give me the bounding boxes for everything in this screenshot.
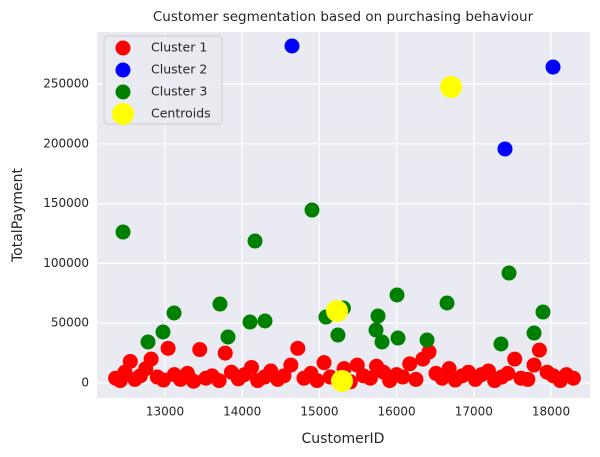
y-tick-label: 150000 bbox=[43, 196, 89, 210]
point bbox=[155, 324, 171, 340]
points bbox=[108, 38, 581, 392]
point bbox=[408, 371, 424, 387]
point bbox=[243, 359, 259, 375]
point bbox=[330, 327, 346, 343]
point bbox=[531, 342, 547, 358]
y-tick-label: 100000 bbox=[43, 256, 89, 270]
point bbox=[440, 76, 463, 99]
point bbox=[402, 356, 418, 372]
point bbox=[545, 59, 561, 75]
point bbox=[143, 351, 159, 367]
point bbox=[368, 322, 384, 338]
point bbox=[507, 351, 523, 367]
point bbox=[276, 368, 292, 384]
point bbox=[441, 361, 457, 377]
point bbox=[242, 314, 258, 330]
legend-label: Centroids bbox=[151, 106, 211, 121]
point bbox=[140, 334, 156, 350]
legend: Cluster 1 Cluster 2 Cluster 3 Centroids bbox=[103, 35, 223, 125]
point bbox=[316, 355, 332, 371]
x-tick-label: 15000 bbox=[300, 405, 338, 419]
legend-box bbox=[103, 35, 223, 125]
point bbox=[526, 325, 542, 341]
point bbox=[309, 373, 325, 389]
legend-label: Cluster 2 bbox=[151, 62, 207, 77]
legend-label: Cluster 1 bbox=[151, 40, 207, 55]
y-tick-label: 200000 bbox=[43, 136, 89, 150]
y-tick-label: 250000 bbox=[43, 77, 89, 91]
point bbox=[283, 357, 299, 373]
point bbox=[186, 373, 202, 389]
point bbox=[500, 365, 516, 381]
point bbox=[535, 304, 551, 320]
x-tick-label: 17000 bbox=[455, 405, 493, 419]
y-axis-label: TotalPayment bbox=[10, 168, 26, 263]
point bbox=[493, 336, 509, 352]
point bbox=[526, 357, 542, 373]
point bbox=[395, 369, 411, 385]
legend-label: Cluster 3 bbox=[151, 84, 207, 99]
point bbox=[501, 265, 517, 281]
point bbox=[166, 305, 182, 321]
point bbox=[217, 345, 233, 361]
point bbox=[497, 141, 513, 157]
point bbox=[211, 373, 227, 389]
point bbox=[370, 308, 386, 324]
x-tick-label: 13000 bbox=[146, 405, 184, 419]
point bbox=[520, 371, 536, 387]
point bbox=[122, 353, 138, 369]
point bbox=[220, 329, 236, 345]
point bbox=[389, 287, 405, 303]
point bbox=[304, 202, 320, 218]
point bbox=[160, 340, 176, 356]
x-tick-label: 16000 bbox=[378, 405, 416, 419]
x-tick-label: 14000 bbox=[223, 405, 261, 419]
point bbox=[362, 370, 378, 386]
point bbox=[290, 340, 306, 356]
point bbox=[421, 344, 437, 360]
chart-title: Customer segmentation based on purchasin… bbox=[153, 9, 534, 25]
point bbox=[212, 296, 228, 312]
point bbox=[192, 342, 208, 358]
legend-marker bbox=[115, 62, 131, 78]
point bbox=[115, 224, 131, 240]
legend-marker bbox=[115, 40, 131, 56]
legend-marker bbox=[112, 103, 134, 125]
point bbox=[439, 295, 455, 311]
point bbox=[374, 334, 390, 350]
point bbox=[331, 369, 354, 392]
point bbox=[326, 300, 349, 323]
legend-marker bbox=[115, 84, 131, 100]
point bbox=[257, 313, 273, 329]
point bbox=[390, 330, 406, 346]
point bbox=[419, 332, 435, 348]
point bbox=[247, 233, 263, 249]
point bbox=[284, 38, 300, 54]
y-tick-label: 0 bbox=[81, 376, 89, 390]
x-tick-label: 18000 bbox=[532, 405, 570, 419]
y-tick-label: 50000 bbox=[51, 316, 89, 330]
x-axis-label: CustomerID bbox=[302, 431, 385, 447]
point bbox=[565, 370, 581, 386]
